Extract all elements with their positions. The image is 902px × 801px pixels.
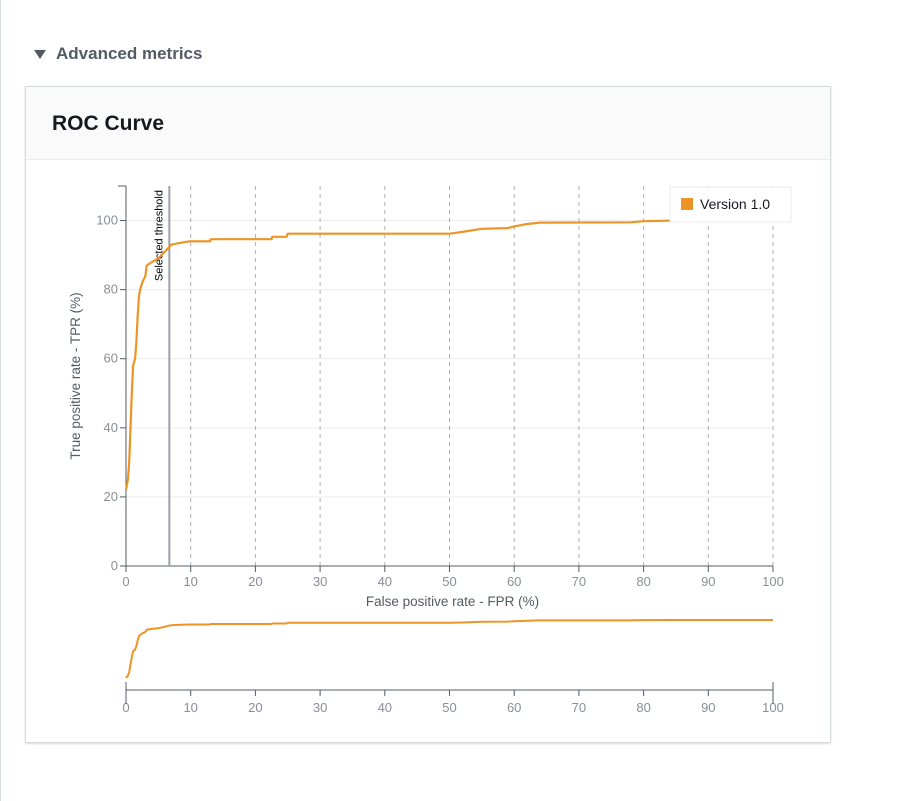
advanced-metrics-toggle[interactable]: Advanced metrics xyxy=(34,42,202,66)
page-left-border xyxy=(0,0,1,801)
legend-label[interactable]: Version 1.0 xyxy=(700,196,770,212)
series-layer xyxy=(124,219,773,491)
panel-title: ROC Curve xyxy=(52,112,165,135)
y-tick-label: 100 xyxy=(96,213,118,228)
x-tick-label: 60 xyxy=(507,574,521,589)
y-tick-label: 60 xyxy=(104,351,118,366)
x-tick-label: 0 xyxy=(122,574,129,589)
legend[interactable]: Version 1.0 xyxy=(669,186,792,223)
grid xyxy=(126,186,774,566)
y-axis-title: True positive rate - TPR (%) xyxy=(68,292,83,459)
x-tick-label: 80 xyxy=(636,574,650,589)
overview-x-tick-label: 70 xyxy=(572,700,586,715)
x-tick-label: 70 xyxy=(572,574,586,589)
x-tick-label: 100 xyxy=(762,574,784,589)
y-tick-label: 0 xyxy=(111,558,118,573)
overview-x-tick-label: 0 xyxy=(122,700,129,715)
y-tick-label: 20 xyxy=(104,489,118,504)
selected-threshold-label: Selected threshold xyxy=(153,190,165,281)
x-tick-label: 50 xyxy=(442,574,456,589)
x-axis-title: False positive rate - FPR (%) xyxy=(366,594,539,609)
overview-x-tick-label: 90 xyxy=(701,700,715,715)
overview-x-tick-label: 50 xyxy=(442,700,456,715)
x-tick-label: 90 xyxy=(701,574,715,589)
section-title: Advanced metrics xyxy=(56,44,203,63)
overview-x-tick-label: 80 xyxy=(636,700,650,715)
y-tick-label: 80 xyxy=(104,282,118,297)
overview-x-tick-label: 60 xyxy=(507,700,521,715)
overview-x-tick-label: 10 xyxy=(183,700,197,715)
threshold-layer[interactable]: Selected threshold xyxy=(153,186,171,566)
caret-down-icon xyxy=(34,49,46,59)
overview-brush[interactable]: 0 10 20 30 40 50 60 70 80 90 100 xyxy=(122,619,784,715)
panel-header: ROC Curve xyxy=(26,87,830,160)
overview-x-tick-label: 20 xyxy=(248,700,262,715)
x-tick-label: 10 xyxy=(183,574,197,589)
x-tick-label: 20 xyxy=(248,574,262,589)
y-tick-label: 40 xyxy=(104,420,118,435)
x-tick-label: 40 xyxy=(378,574,392,589)
axes: 0 20 40 60 80 100 0 10 20 30 40 50 60 70 80 90 100 False … xyxy=(68,185,784,609)
overview-x-tick-label: 40 xyxy=(378,700,392,715)
legend-swatch xyxy=(681,198,693,210)
overview-x-tick-label: 100 xyxy=(762,700,784,715)
overview-series-line xyxy=(125,619,773,679)
overview-x-tick-label: 30 xyxy=(313,700,327,715)
x-tick-label: 30 xyxy=(313,574,327,589)
roc-series-line xyxy=(124,219,773,491)
